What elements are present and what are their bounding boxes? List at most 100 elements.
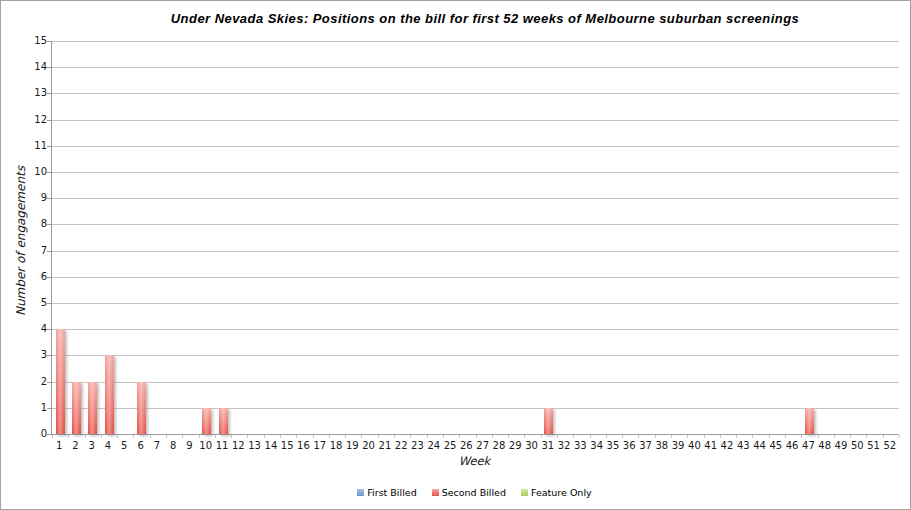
x-tick-label: 49	[832, 441, 849, 451]
x-tick-label: 14	[262, 441, 279, 451]
x-tick-label: 34	[588, 441, 605, 451]
x-tick-label: 15	[279, 441, 296, 451]
x-tick	[296, 435, 297, 438]
legend-swatch	[521, 489, 528, 496]
x-tick	[166, 435, 167, 438]
x-tick	[834, 435, 835, 438]
x-tick	[101, 435, 102, 438]
x-tick	[215, 435, 216, 438]
x-tick	[329, 435, 330, 438]
chart-canvas: Under Nevada Skies: Positions on the bil…	[0, 0, 911, 510]
x-tick-label: 41	[702, 441, 719, 451]
x-tick	[427, 435, 428, 438]
y-tick	[47, 224, 52, 225]
bar	[137, 382, 146, 434]
x-tick-label: 25	[442, 441, 459, 451]
legend-label: Second Billed	[442, 487, 506, 498]
y-tick-label: 1	[1, 403, 47, 413]
x-tick	[394, 435, 395, 438]
x-tick-label: 44	[751, 441, 768, 451]
bar	[88, 382, 97, 434]
y-tick	[47, 251, 52, 252]
y-tick-label: 6	[1, 272, 47, 282]
chart-title: Under Nevada Skies: Positions on the bil…	[51, 11, 911, 26]
x-tick-label: 50	[849, 441, 866, 451]
x-tick-label: 5	[116, 441, 133, 451]
y-tick	[47, 303, 52, 304]
x-tick-label: 8	[165, 441, 182, 451]
x-tick	[361, 435, 362, 438]
x-tick	[818, 435, 819, 438]
legend: First Billed Second Billed Feature Only	[51, 487, 898, 498]
y-tick-label: 2	[1, 377, 47, 387]
x-tick	[687, 435, 688, 438]
x-tick-label: 40	[686, 441, 703, 451]
legend-label: First Billed	[367, 487, 416, 498]
y-tick	[47, 41, 52, 42]
x-tick	[231, 435, 232, 438]
x-tick-label: 51	[865, 441, 882, 451]
y-tick-label: 13	[1, 88, 47, 98]
gridline	[52, 172, 899, 173]
y-tick	[47, 120, 52, 121]
x-tick	[117, 435, 118, 438]
legend-swatch	[432, 489, 439, 496]
x-tick	[704, 435, 705, 438]
x-tick	[459, 435, 460, 438]
y-tick-label: 15	[1, 36, 47, 46]
bar	[202, 408, 211, 434]
y-tick-label: 12	[1, 115, 47, 125]
x-tick	[524, 435, 525, 438]
x-tick	[508, 435, 509, 438]
x-tick	[182, 435, 183, 438]
x-tick-label: 24	[425, 441, 442, 451]
x-tick	[883, 435, 884, 438]
x-tick-label: 43	[735, 441, 752, 451]
x-axis-title: Week	[51, 454, 898, 468]
x-tick	[52, 435, 53, 438]
x-tick	[671, 435, 672, 438]
x-tick-label: 31	[539, 441, 556, 451]
bar	[219, 408, 228, 434]
x-tick	[736, 435, 737, 438]
x-tick-label: 42	[718, 441, 735, 451]
gridline	[52, 120, 899, 121]
x-tick	[720, 435, 721, 438]
x-tick	[655, 435, 656, 438]
x-tick-label: 38	[653, 441, 670, 451]
x-tick-label: 17	[311, 441, 328, 451]
y-tick	[47, 67, 52, 68]
x-tick-label: 52	[881, 441, 898, 451]
gridline	[52, 93, 899, 94]
x-tick-label: 10	[197, 441, 214, 451]
x-tick	[606, 435, 607, 438]
gridline	[52, 277, 899, 278]
y-tick-label: 0	[1, 429, 47, 439]
x-tick-label: 27	[474, 441, 491, 451]
gridline	[52, 355, 899, 356]
gridline	[52, 198, 899, 199]
gridline	[52, 251, 899, 252]
x-tick-label: 48	[816, 441, 833, 451]
x-tick-label: 20	[360, 441, 377, 451]
x-tick	[801, 435, 802, 438]
x-tick	[899, 435, 900, 438]
x-tick	[573, 435, 574, 438]
legend-item: Second Billed	[432, 487, 506, 498]
x-tick	[68, 435, 69, 438]
x-tick	[280, 435, 281, 438]
gridline	[52, 41, 899, 42]
y-tick	[47, 355, 52, 356]
legend-item: Feature Only	[521, 487, 592, 498]
x-tick	[785, 435, 786, 438]
x-tick	[752, 435, 753, 438]
y-tick	[47, 408, 52, 409]
y-tick-label: 8	[1, 219, 47, 229]
gridline	[52, 382, 899, 383]
bar	[805, 408, 814, 434]
y-tick	[47, 146, 52, 147]
y-tick-label: 7	[1, 246, 47, 256]
x-tick-label: 13	[246, 441, 263, 451]
x-tick	[541, 435, 542, 438]
y-tick-label: 11	[1, 141, 47, 151]
